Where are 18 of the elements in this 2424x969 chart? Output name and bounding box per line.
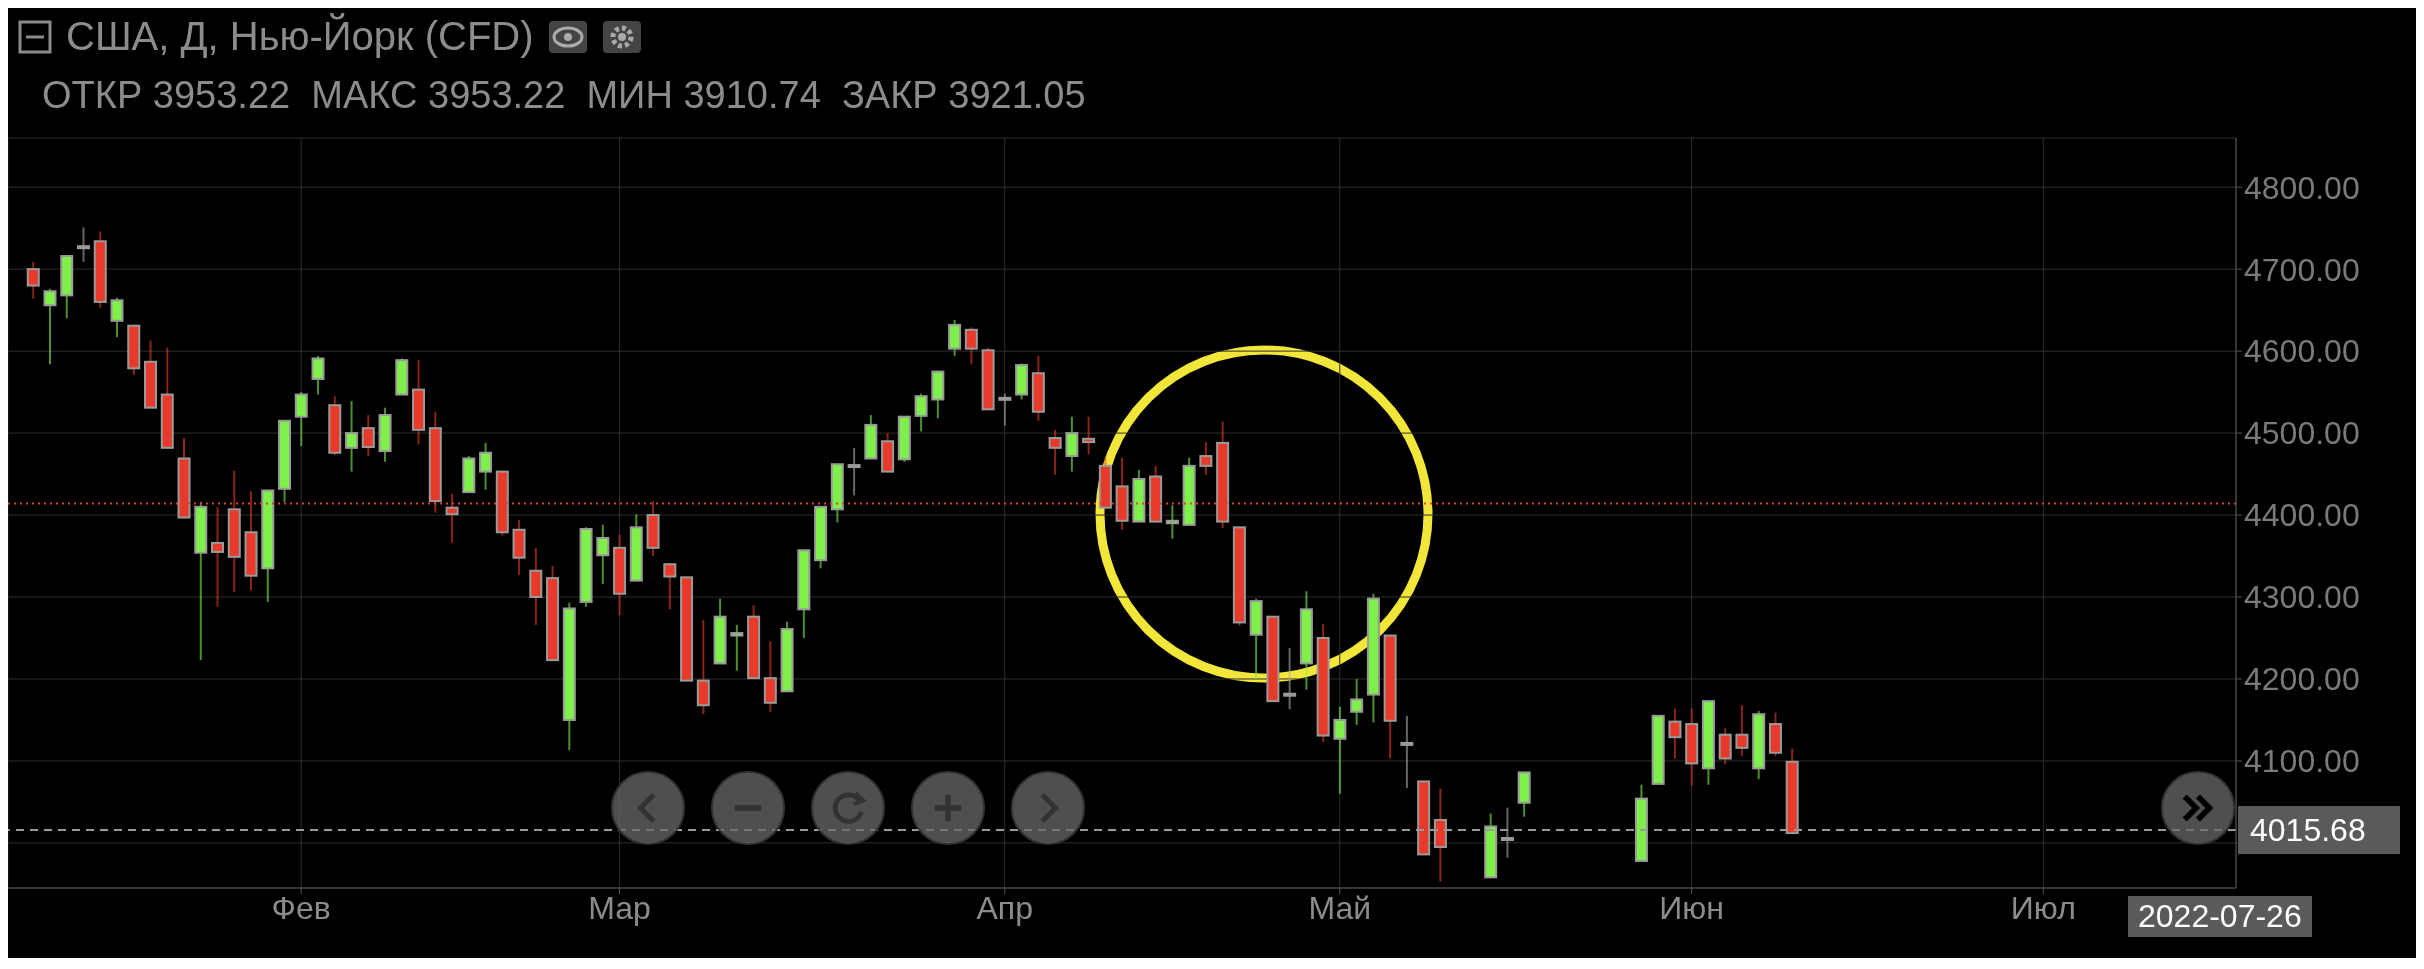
y-tick-label: 4700.00	[2244, 251, 2360, 288]
x-tick-label: Фев	[271, 889, 331, 926]
y-tick-label: 4300.00	[2244, 579, 2360, 616]
y-tick-label: 4400.00	[2244, 497, 2360, 534]
y-tick-label: 4100.00	[2244, 743, 2360, 780]
x-tick-label: Июл	[2010, 889, 2076, 926]
chart-subtitle: ОТКР 3953.22 МАКС 3953.22 МИН 3910.74 ЗАКР 3921.05	[42, 74, 1086, 117]
x-tick-label: Июн	[1659, 889, 1724, 926]
x-tick-label: Май	[1308, 889, 1372, 926]
y-tick-label: 4600.00	[2244, 333, 2360, 370]
chart-title: США, Д, Нью-Йорк (CFD)	[66, 14, 534, 59]
y-tick-label: 4500.00	[2244, 415, 2360, 452]
text: 2022-07-26	[2128, 896, 2312, 937]
x-tick-label: Апр	[976, 889, 1033, 926]
x-tick-label: Мар	[588, 889, 651, 926]
y-tick-label: 4800.00	[2244, 169, 2360, 206]
y-tick-label: 4200.00	[2244, 661, 2360, 698]
ref-line-label: 4015.68	[2250, 812, 2366, 849]
